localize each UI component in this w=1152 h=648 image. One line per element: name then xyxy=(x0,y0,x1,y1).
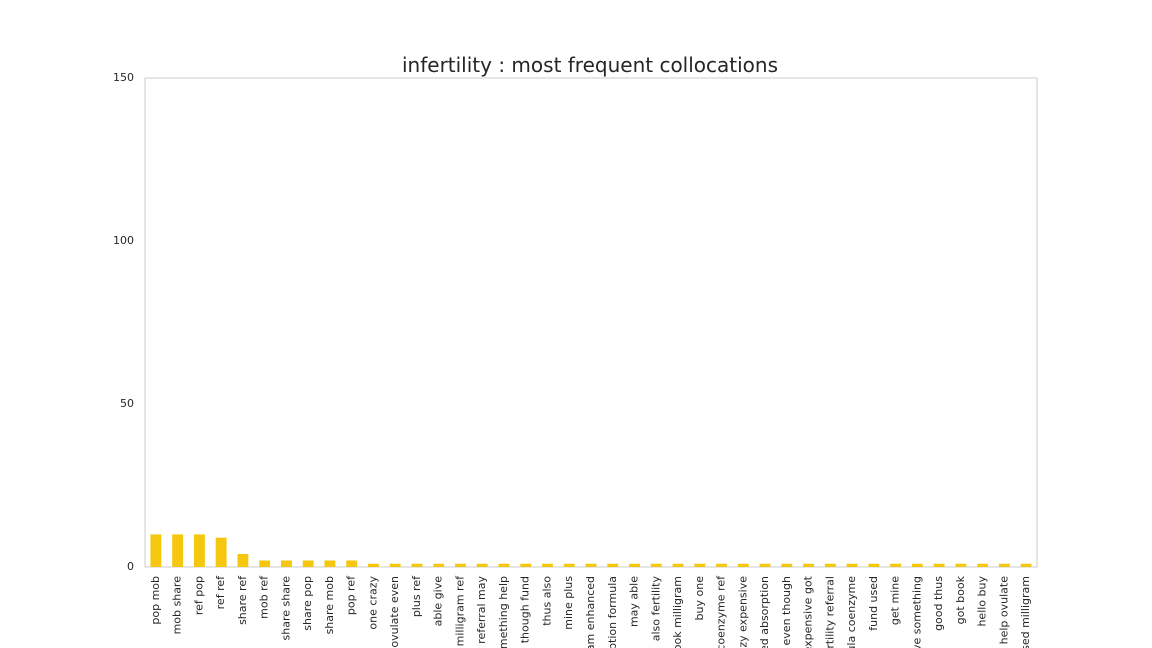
x-tick-label: may able xyxy=(628,576,641,627)
bar xyxy=(237,553,249,567)
y-tick-label: 50 xyxy=(120,397,134,410)
x-tick-label: plus ref xyxy=(410,575,423,617)
x-tick-label: coenzyme ref xyxy=(715,575,728,648)
x-tick-label: buy one xyxy=(693,576,706,621)
bar xyxy=(824,563,836,567)
x-tick-label: mob ref xyxy=(258,575,271,619)
x-tick-label: ref pop xyxy=(192,576,205,615)
bar xyxy=(411,563,423,567)
x-tick-label: fund used xyxy=(867,576,880,631)
bar xyxy=(694,563,706,567)
x-tick-label: orption formula xyxy=(606,576,619,648)
x-tick-label: got book xyxy=(954,575,967,624)
x-tick-label: ced absorption xyxy=(758,576,771,648)
bar xyxy=(803,563,814,567)
bar xyxy=(629,563,640,567)
plot-frame xyxy=(144,77,1038,568)
bar xyxy=(346,560,358,567)
x-tick-label: milligram ref xyxy=(453,575,466,646)
bar xyxy=(193,534,205,567)
bar xyxy=(759,563,771,567)
x-tick-label: ram enhanced xyxy=(584,576,597,648)
bar xyxy=(368,563,379,567)
x-tick-label: mine plus xyxy=(562,576,575,630)
bar xyxy=(716,563,727,567)
x-tick-label: razy expensive xyxy=(736,576,749,648)
x-tick-label: share ref xyxy=(236,575,249,625)
bar xyxy=(476,563,488,567)
x-tick-label: though fund xyxy=(519,576,532,643)
x-tick-label: expensive got xyxy=(802,575,815,648)
bar xyxy=(607,563,619,567)
x-tick-label: hello buy xyxy=(976,576,989,627)
bar xyxy=(955,563,967,567)
bar xyxy=(563,563,575,567)
chart-title: infertility : most frequent collocations xyxy=(402,53,778,77)
bar xyxy=(455,563,466,567)
x-tick-label: ive something xyxy=(910,576,923,648)
bar xyxy=(977,563,989,567)
bar xyxy=(215,537,227,567)
bar xyxy=(650,563,662,567)
x-tick-label: one crazy xyxy=(366,576,379,630)
x-tick-label: ref ref xyxy=(214,575,227,609)
x-tick-label: fertility referral xyxy=(823,576,836,648)
bar xyxy=(933,563,945,567)
x-tick-label: used milligram xyxy=(1019,576,1032,648)
x-tick-label: share mob xyxy=(323,576,336,634)
bar xyxy=(498,563,510,567)
bar xyxy=(672,563,684,567)
x-tick-label: good thus xyxy=(932,576,945,631)
bar xyxy=(433,563,445,567)
y-tick-label: 150 xyxy=(113,71,134,84)
bar xyxy=(324,560,336,567)
y-tick-label: 100 xyxy=(113,234,134,247)
x-tick-label: able give xyxy=(432,576,445,627)
x-tick-label: pop mob xyxy=(149,576,162,625)
x-tick-label: even though xyxy=(780,576,793,645)
bar xyxy=(846,563,858,567)
x-tick-label: get mine xyxy=(889,576,902,625)
bar xyxy=(737,563,749,567)
y-tick-label: 0 xyxy=(127,560,134,573)
bar xyxy=(911,563,923,567)
bar xyxy=(890,563,902,567)
bar xyxy=(302,560,314,567)
bar xyxy=(781,563,793,567)
x-tick-label: also fertility xyxy=(649,576,662,642)
bar xyxy=(542,563,553,567)
x-tick-label: pop ref xyxy=(345,575,358,615)
bar xyxy=(172,534,184,567)
bar xyxy=(259,560,271,567)
bar xyxy=(389,563,401,567)
x-tick-label: thus also xyxy=(540,576,553,626)
bar xyxy=(280,560,292,567)
x-tick-label: share pop xyxy=(301,576,314,631)
x-tick-label: referral may xyxy=(475,576,488,644)
x-tick-label: help ovulate xyxy=(997,576,1010,645)
bar xyxy=(868,563,880,567)
x-tick-label: share share xyxy=(279,576,292,641)
x-tick-label: ovulate even xyxy=(388,576,401,648)
x-tick-label: ula coenzyme xyxy=(845,576,858,648)
bar xyxy=(585,563,597,567)
bar xyxy=(520,563,532,567)
bar xyxy=(998,563,1010,567)
bar xyxy=(1020,563,1032,567)
x-tick-label: omething help xyxy=(497,576,510,648)
x-tick-label: mob share xyxy=(171,576,184,635)
bar xyxy=(150,534,162,567)
x-tick-label: book milligram xyxy=(671,576,684,648)
